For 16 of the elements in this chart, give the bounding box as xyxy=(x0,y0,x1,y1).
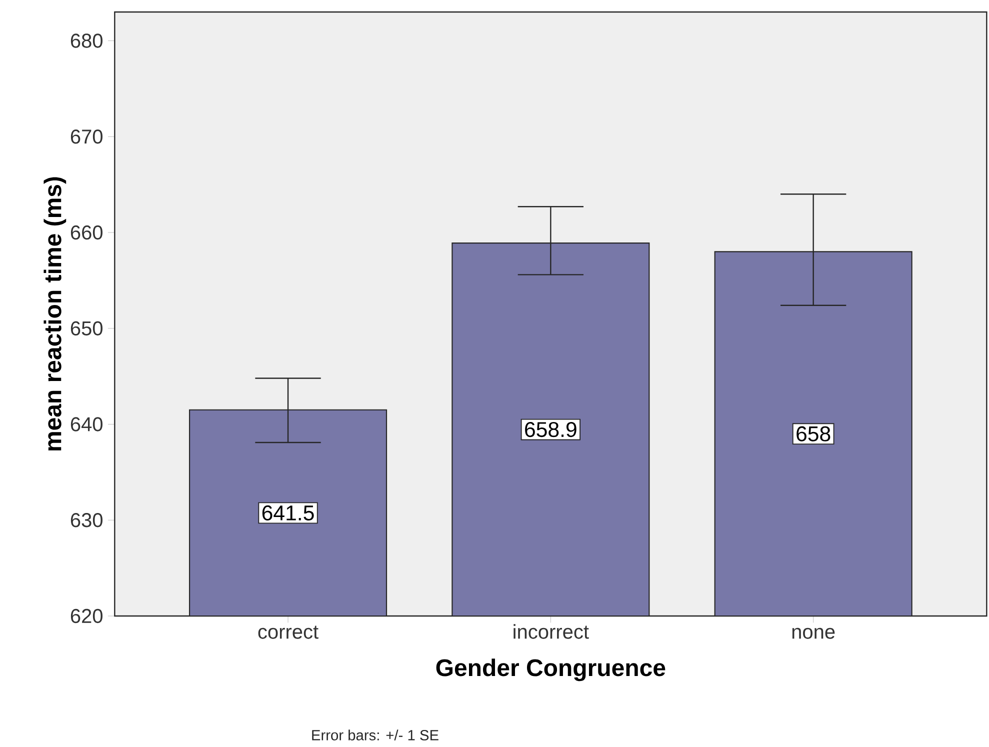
x-axis-title: Gender Congruence xyxy=(436,658,666,682)
y-tick-label: 630 xyxy=(70,513,102,528)
y-tick-label: 660 xyxy=(70,225,102,240)
y-tick-label: 650 xyxy=(70,321,102,336)
x-tick-label: correct xyxy=(258,626,318,639)
y-axis-title: mean reaction time (ms) xyxy=(44,177,66,450)
y-tick-label: 640 xyxy=(70,417,102,432)
x-tick-label: none xyxy=(792,628,835,639)
y-tick-label: 670 xyxy=(70,130,102,144)
y-tick-label: 680 xyxy=(70,34,102,48)
data-label: 658 xyxy=(796,426,830,442)
y-tick-label: 620 xyxy=(70,608,102,624)
x-tick-label: incorrect xyxy=(514,624,589,639)
data-label: 641.5 xyxy=(262,505,314,520)
data-label: 658.9 xyxy=(525,422,576,438)
text: Error bars: +/- 1 SE xyxy=(312,730,438,740)
